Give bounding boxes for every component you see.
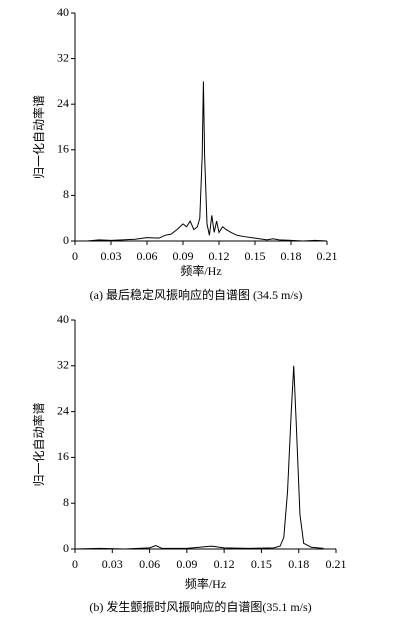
x-tick-label: 0.03 <box>101 249 122 263</box>
x-tick-label: 0.15 <box>245 249 266 263</box>
y-tick-label: 40 <box>57 312 69 326</box>
x-tick-label: 0.18 <box>281 249 302 263</box>
x-tick-label: 0.09 <box>173 249 194 263</box>
y-tick-label: 40 <box>57 5 69 19</box>
x-tick-label: 0.06 <box>139 557 160 571</box>
x-tick-label: 0.03 <box>102 557 123 571</box>
x-tick-label: 0.06 <box>137 249 158 263</box>
spectrum-line <box>75 81 328 242</box>
x-tick-label: 0.15 <box>251 557 272 571</box>
x-tick-label: 0.21 <box>326 557 347 571</box>
x-axis-label: 频率/Hz <box>185 576 226 591</box>
y-axis-label: 归一化自动率谱 <box>31 95 46 179</box>
x-axis-label: 频率/Hz <box>180 263 221 278</box>
y-tick-label: 0 <box>63 233 69 247</box>
y-tick-label: 16 <box>57 449 69 463</box>
caption: (b) 发生颤振时风振响应的自谱图(35.1 m/s) <box>89 599 311 614</box>
y-axis-label: 归一化自动率谱 <box>31 402 46 486</box>
x-tick-label: 0 <box>72 557 78 571</box>
x-tick-label: 0.18 <box>288 557 309 571</box>
x-tick-label: 0.09 <box>176 557 197 571</box>
y-tick-label: 32 <box>57 50 69 64</box>
caption: (a) 最后稳定风振响应的自谱图 (34.5 m/s) <box>90 287 303 302</box>
x-tick-label: 0 <box>72 249 78 263</box>
y-tick-label: 24 <box>57 96 69 110</box>
y-tick-label: 16 <box>57 142 69 156</box>
y-tick-label: 8 <box>63 187 69 201</box>
x-tick-label: 0.21 <box>317 249 338 263</box>
x-tick-label: 0.12 <box>214 557 235 571</box>
y-tick-label: 0 <box>63 541 69 555</box>
y-tick-label: 32 <box>57 358 69 372</box>
spectrum-line <box>74 365 324 550</box>
x-tick-label: 0.12 <box>209 249 230 263</box>
y-tick-label: 24 <box>57 403 69 417</box>
y-tick-label: 8 <box>63 495 69 509</box>
